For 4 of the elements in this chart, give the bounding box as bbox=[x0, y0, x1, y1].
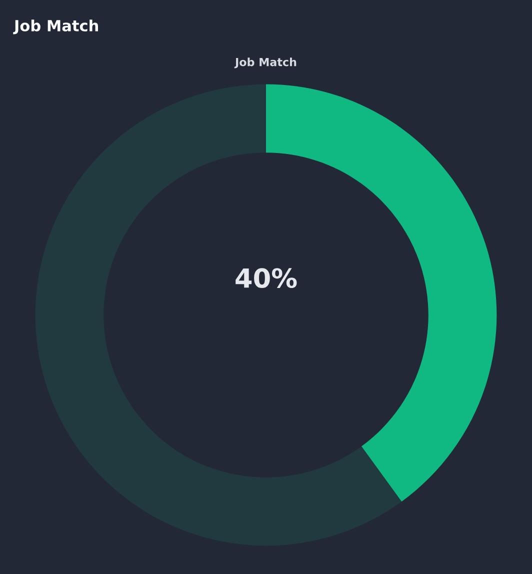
chart-subtitle: Job Match bbox=[234, 58, 296, 68]
text: 40% bbox=[236, 268, 297, 288]
chart-title: Job Match bbox=[13, 20, 98, 34]
donut-slice bbox=[35, 84, 402, 546]
